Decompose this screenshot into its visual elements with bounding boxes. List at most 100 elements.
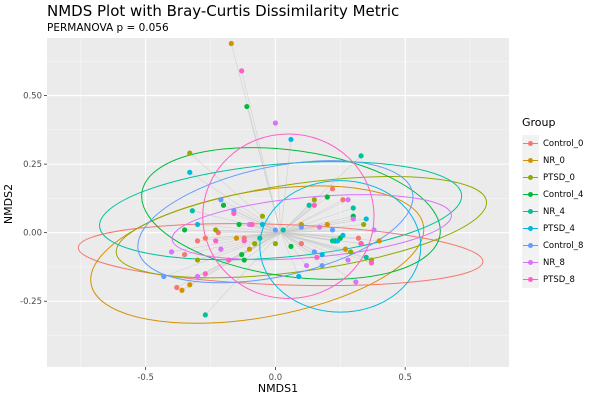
legend-items: Control_0 NR_0 PTSD_0 Control_4 NR_4 PTSD_4 Co…: [522, 135, 596, 288]
legend-label: Control_4: [543, 189, 584, 200]
point-nr-4: [257, 235, 263, 241]
point-control-4: [220, 202, 227, 208]
point-nr-4: [202, 312, 208, 318]
point-ptsd-8: [314, 254, 320, 260]
ellipse-ptsd-8: [202, 133, 375, 299]
point-nr-8: [303, 262, 310, 269]
legend-key: [522, 254, 539, 271]
major-gridlines: [47, 38, 509, 367]
connector-line: [280, 232, 307, 266]
point-ptsd-4: [319, 251, 325, 258]
x-axis-label: NMDS1: [258, 382, 298, 395]
point-ptsd-0: [348, 249, 354, 255]
legend-key: [522, 135, 539, 152]
point-control-8: [298, 224, 304, 230]
point-nr-0: [233, 235, 240, 241]
legend-item: PTSD_0: [522, 169, 596, 186]
x-tick-label: -0.5: [137, 373, 154, 383]
legend: Group Control_0 NR_0 PTSD_0 Control_4 NR_4 PT…: [522, 116, 596, 288]
y-tick-label: 0.50: [23, 92, 42, 102]
point-control-8: [329, 227, 336, 233]
connector-line: [246, 106, 281, 233]
point-ptsd-4: [296, 273, 302, 280]
legend-key: [522, 152, 539, 169]
point-nr-8: [353, 279, 359, 285]
connector-line: [197, 232, 281, 261]
point-nr-8: [350, 216, 356, 222]
point-control-0: [340, 197, 346, 203]
connector-line: [280, 196, 328, 233]
point-nr-8: [316, 224, 323, 230]
ellipse-control-0: [77, 223, 484, 287]
point-ptsd-0: [187, 150, 193, 156]
connector-line: [184, 229, 281, 233]
y-tick-label: 0.00: [23, 229, 42, 239]
connector-line: [205, 232, 281, 316]
point-nr-4: [363, 254, 369, 260]
point-control-4: [324, 194, 330, 200]
legend-key-dot: [528, 192, 533, 197]
point-control-4: [236, 221, 242, 228]
point-nr-8: [371, 227, 377, 233]
point-ptsd-0: [259, 213, 266, 219]
sample-points: [161, 40, 382, 318]
point-nr-4: [189, 208, 195, 214]
point-nr-0: [246, 246, 253, 252]
connector-line: [233, 210, 281, 233]
point-ptsd-8: [249, 221, 255, 228]
legend-item: Control_8: [522, 237, 596, 254]
legend-label: PTSD_0: [543, 172, 575, 183]
connector-line: [215, 232, 281, 242]
legend-key: [522, 237, 539, 254]
legend-key-dot: [528, 175, 533, 180]
connector-line: [280, 224, 364, 233]
connector-line: [280, 207, 354, 233]
legend-key-dot: [528, 277, 533, 282]
legend-label: PTSD_8: [543, 274, 575, 285]
point-ptsd-0: [361, 221, 367, 228]
y-axis-ticks: -0.25 0.00 0.25 0.50: [20, 92, 47, 307]
point-control-0: [355, 235, 362, 241]
connector-line: [280, 232, 300, 277]
connector-line: [280, 232, 315, 253]
point-control-8: [319, 262, 325, 269]
legend-item: NR_8: [522, 254, 596, 271]
point-control-0: [194, 238, 201, 244]
point-control-4: [239, 251, 245, 258]
connector-line: [275, 122, 281, 233]
point-nr-8: [194, 273, 201, 280]
x-tick-label: 0.0: [269, 373, 283, 383]
plot-panel: [47, 38, 509, 367]
legend-key: [522, 271, 539, 288]
point-control-8: [218, 197, 224, 203]
connector-line: [280, 232, 318, 258]
point-ptsd-0: [311, 197, 317, 203]
connector-line: [280, 232, 362, 244]
connector-line: [244, 232, 281, 242]
point-ptsd-0: [252, 241, 258, 247]
connector-line: [233, 213, 281, 233]
connector-line: [280, 232, 372, 264]
point-nr-8: [345, 197, 351, 203]
legend-key: [522, 203, 539, 220]
point-nr-8: [345, 257, 351, 263]
point-nr-8: [272, 120, 279, 126]
point-control-8: [272, 227, 279, 233]
legend-key-dot: [528, 141, 533, 146]
connector-line: [280, 232, 341, 239]
legend-label: NR_4: [543, 206, 565, 217]
ellipse-ptsd-4: [259, 180, 422, 313]
legend-label: NR_0: [543, 155, 565, 166]
point-ptsd-8: [202, 271, 208, 277]
legend-key: [522, 220, 539, 237]
point-nr-4: [280, 227, 286, 233]
connector-line: [220, 232, 281, 250]
legend-label: NR_8: [543, 257, 565, 268]
chart-subtitle: PERMANOVA p = 0.056: [47, 22, 169, 34]
point-ptsd-8: [358, 241, 364, 247]
point-nr-0: [376, 238, 382, 244]
x-tick-label: 0.5: [398, 373, 412, 383]
point-ptsd-0: [194, 257, 201, 263]
